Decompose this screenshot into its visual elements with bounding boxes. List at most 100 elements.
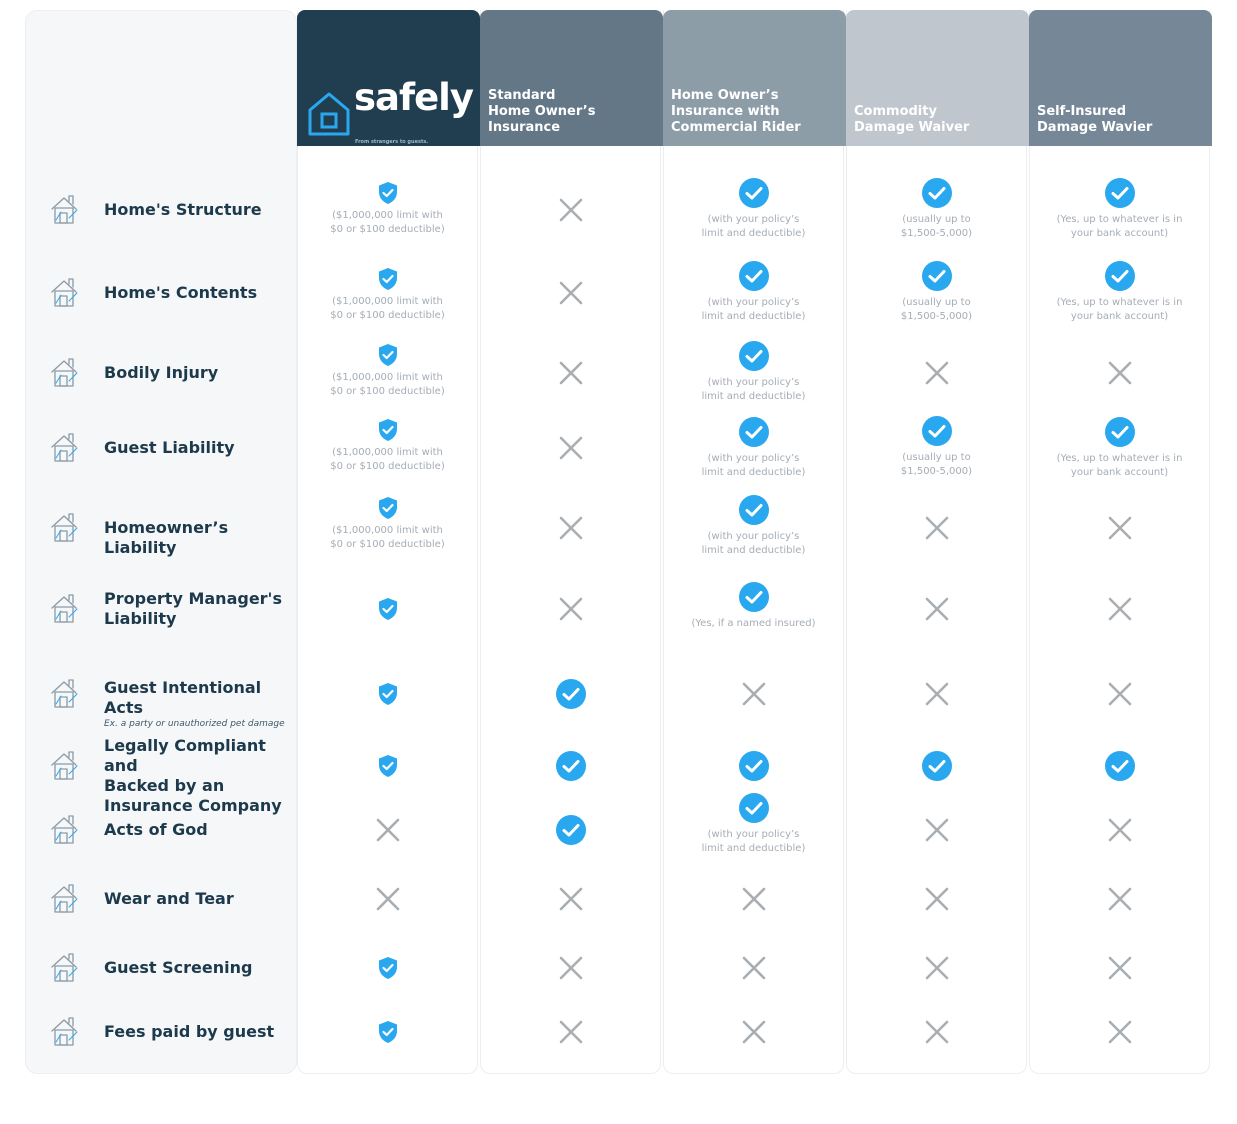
cell-commodity — [846, 1019, 1027, 1045]
check-icon — [738, 582, 769, 612]
check-icon — [921, 178, 952, 208]
cell-safely — [297, 682, 478, 706]
check-icon — [555, 815, 586, 845]
property-manager-icon — [51, 594, 78, 623]
cross-icon — [925, 597, 948, 621]
cross-icon — [559, 198, 582, 222]
guest-screening-icon — [51, 953, 78, 982]
cross-icon — [1108, 818, 1131, 842]
row-title: Home's Structure — [104, 200, 262, 219]
shield-check-icon — [378, 419, 397, 441]
cell-note: (with your policy’s limit and deductible… — [701, 214, 806, 239]
cell-commodity — [846, 750, 1027, 782]
check-icon — [555, 751, 586, 781]
shield-check-icon — [378, 957, 397, 979]
cell-commercial: (with your policy’s limit and deductible… — [663, 260, 844, 324]
cross-icon — [559, 956, 582, 980]
row-label: Home's Structure — [104, 200, 289, 220]
row-title: Wear and Tear — [104, 889, 234, 908]
cross-icon — [559, 361, 582, 385]
cell-standard — [480, 197, 661, 223]
cell-standard — [480, 814, 661, 846]
check-icon — [738, 751, 769, 781]
row-icon-wrap — [47, 510, 83, 546]
cell-selfinsured — [1029, 596, 1210, 622]
column-header-commercial: Home Owner’s Insurance with Commercial R… — [663, 10, 846, 146]
row-title: Legally Compliant and Backed by an Insur… — [104, 736, 282, 815]
row-label: Fees paid by guest — [104, 1022, 289, 1042]
shield-check-icon — [378, 344, 397, 366]
check-icon — [921, 751, 952, 781]
cell-note: (Yes, up to whatever is in your bank acc… — [1056, 453, 1183, 478]
cell-note: ($1,000,000 limit with $0 or $100 deduct… — [330, 525, 445, 550]
row-icon-wrap — [47, 1014, 83, 1050]
cell-selfinsured — [1029, 515, 1210, 541]
cell-note: (with your policy’s limit and deductible… — [701, 377, 806, 402]
cell-commercial: (with your policy’s limit and deductible… — [663, 340, 844, 404]
row-label: Property Manager's Liability — [104, 589, 289, 629]
column-header-standard: Standard Home Owner’s Insurance — [480, 10, 663, 146]
row-title: Guest Intentional Acts — [104, 678, 262, 717]
cell-note: ($1,000,000 limit with $0 or $100 deduct… — [330, 210, 445, 235]
row-icon-wrap — [47, 275, 83, 311]
cross-icon — [1108, 1020, 1131, 1044]
row-icon-wrap — [47, 881, 83, 917]
cell-note: ($1,000,000 limit with $0 or $100 deduct… — [330, 372, 445, 397]
shield-check-icon — [378, 1021, 397, 1043]
cell-standard — [480, 515, 661, 541]
cross-icon — [925, 887, 948, 911]
cell-selfinsured: (Yes, up to whatever is in your bank acc… — [1029, 416, 1210, 480]
check-icon — [738, 341, 769, 371]
fees-icon — [51, 1017, 78, 1046]
cell-selfinsured: (Yes, up to whatever is in your bank acc… — [1029, 177, 1210, 241]
row-title: Home's Contents — [104, 283, 258, 302]
cell-standard — [480, 360, 661, 386]
cell-note: (with your policy’s limit and deductible… — [701, 297, 806, 322]
cross-icon — [559, 436, 582, 460]
brand-name: safely — [354, 76, 474, 119]
row-icon-wrap — [47, 430, 83, 466]
cell-commodity: (usually up to $1,500-5,000) — [846, 177, 1027, 241]
brand-tagline: From strangers to guests. — [355, 139, 429, 145]
bodily-injury-icon — [51, 358, 78, 387]
legal-compliance-icon — [51, 751, 78, 780]
cross-icon — [925, 516, 948, 540]
cell-standard — [480, 435, 661, 461]
check-icon — [1104, 417, 1135, 447]
shield-check-icon — [378, 182, 397, 204]
column-title: Standard Home Owner’s Insurance — [488, 88, 596, 135]
cell-commercial: (with your policy’s limit and deductible… — [663, 494, 844, 558]
guest-liability-icon — [51, 433, 78, 462]
cell-selfinsured — [1029, 681, 1210, 707]
cell-selfinsured — [1029, 955, 1210, 981]
check-icon — [921, 416, 952, 446]
cell-commodity: (usually up to $1,500-5,000) — [846, 260, 1027, 324]
cross-icon — [742, 682, 765, 706]
cell-commodity — [846, 955, 1027, 981]
row-label: Home's Contents — [104, 283, 289, 303]
cross-icon — [559, 281, 582, 305]
cell-commercial — [663, 681, 844, 707]
cell-standard — [480, 1019, 661, 1045]
row-label: Guest Screening — [104, 958, 289, 978]
cell-standard — [480, 596, 661, 622]
cross-icon — [376, 818, 399, 842]
cell-safely: ($1,000,000 limit with $0 or $100 deduct… — [297, 267, 478, 323]
row-icon-wrap — [47, 950, 83, 986]
check-icon — [738, 793, 769, 823]
cell-standard — [480, 886, 661, 912]
cross-icon — [925, 1020, 948, 1044]
cell-commodity: (usually up to $1,500-5,000) — [846, 415, 1027, 479]
row-icon-wrap — [47, 355, 83, 391]
check-icon — [738, 417, 769, 447]
check-icon — [921, 261, 952, 291]
row-label: Legally Compliant and Backed by an Insur… — [104, 736, 289, 816]
cell-standard — [480, 955, 661, 981]
column-title: Commodity Damage Waiver — [854, 104, 970, 135]
column-title: Self-Insured Damage Wavier — [1037, 104, 1153, 135]
shield-check-icon — [378, 683, 397, 705]
shield-check-icon — [378, 497, 397, 519]
column-commodity: Commodity Damage Waiver — [846, 10, 1029, 1074]
cell-safely — [297, 956, 478, 980]
row-title: Bodily Injury — [104, 363, 219, 382]
